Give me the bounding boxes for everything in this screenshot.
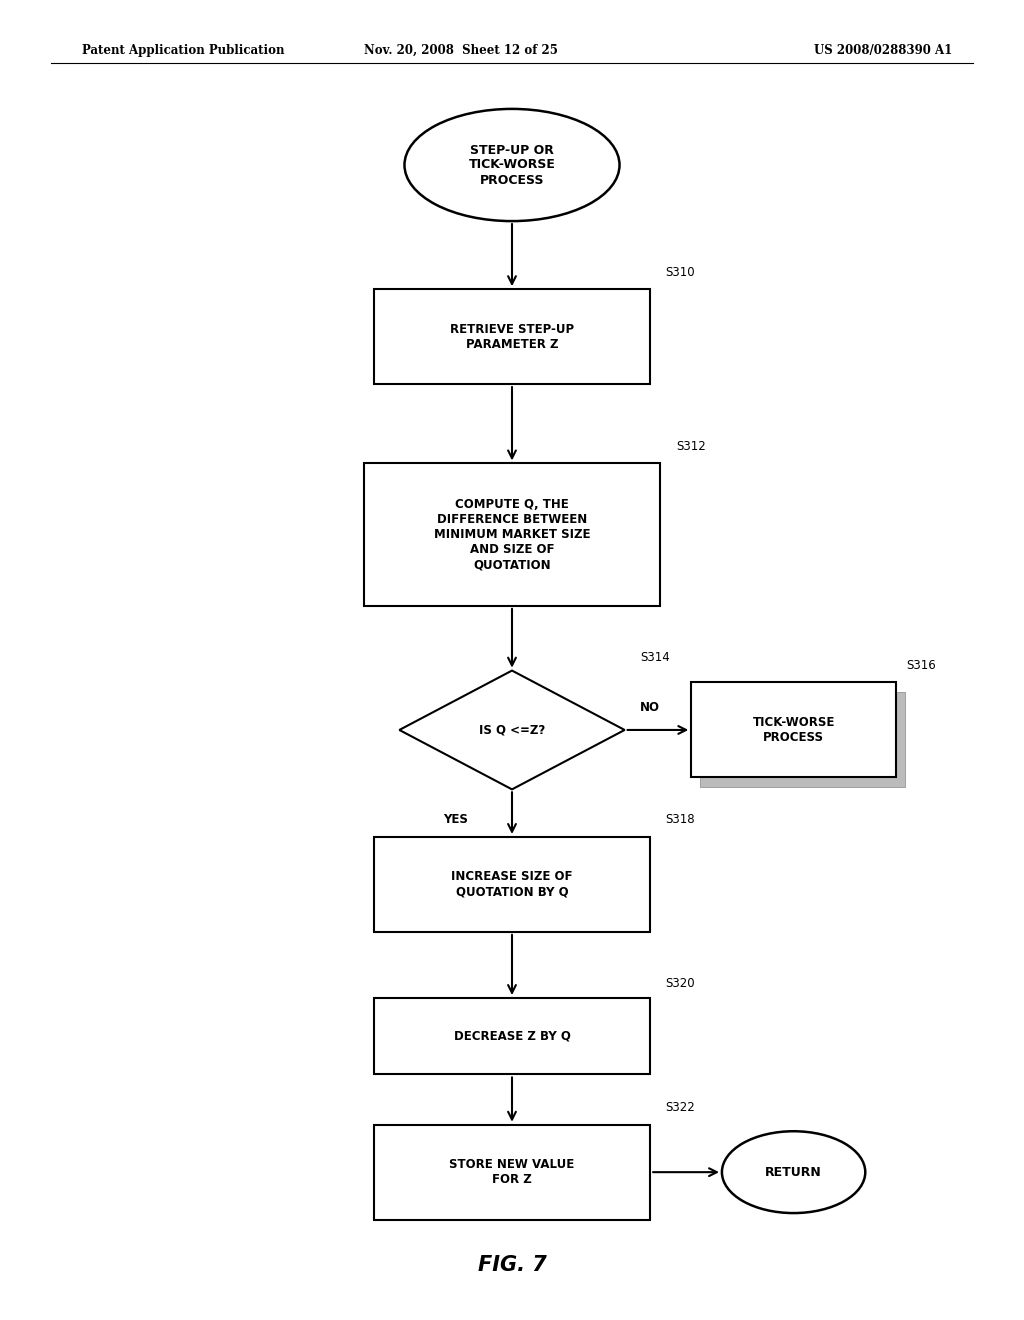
Text: S314: S314 <box>640 651 670 664</box>
Text: RETURN: RETURN <box>765 1166 822 1179</box>
Text: S310: S310 <box>666 265 695 279</box>
FancyBboxPatch shape <box>700 692 905 787</box>
Text: YES: YES <box>443 813 468 826</box>
Text: DECREASE Z BY Q: DECREASE Z BY Q <box>454 1030 570 1043</box>
Text: STORE NEW VALUE
FOR Z: STORE NEW VALUE FOR Z <box>450 1158 574 1187</box>
Text: S312: S312 <box>676 440 706 453</box>
FancyBboxPatch shape <box>364 463 660 606</box>
Text: TICK-WORSE
PROCESS: TICK-WORSE PROCESS <box>753 715 835 744</box>
FancyBboxPatch shape <box>374 289 650 384</box>
Text: Nov. 20, 2008  Sheet 12 of 25: Nov. 20, 2008 Sheet 12 of 25 <box>364 44 558 57</box>
FancyBboxPatch shape <box>374 998 650 1074</box>
Text: US 2008/0288390 A1: US 2008/0288390 A1 <box>814 44 952 57</box>
Text: INCREASE SIZE OF
QUOTATION BY Q: INCREASE SIZE OF QUOTATION BY Q <box>452 870 572 899</box>
Text: NO: NO <box>640 701 660 714</box>
FancyBboxPatch shape <box>374 837 650 932</box>
Text: IS Q <=Z?: IS Q <=Z? <box>479 723 545 737</box>
Text: S320: S320 <box>666 977 695 990</box>
Text: COMPUTE Q, THE
DIFFERENCE BETWEEN
MINIMUM MARKET SIZE
AND SIZE OF
QUOTATION: COMPUTE Q, THE DIFFERENCE BETWEEN MINIMU… <box>434 498 590 572</box>
Text: FIG. 7: FIG. 7 <box>477 1254 547 1275</box>
Text: S318: S318 <box>666 813 695 826</box>
Text: S322: S322 <box>666 1101 695 1114</box>
FancyBboxPatch shape <box>374 1125 650 1220</box>
FancyBboxPatch shape <box>691 682 896 777</box>
Text: STEP-UP OR
TICK-WORSE
PROCESS: STEP-UP OR TICK-WORSE PROCESS <box>469 144 555 186</box>
Text: RETRIEVE STEP-UP
PARAMETER Z: RETRIEVE STEP-UP PARAMETER Z <box>450 322 574 351</box>
Text: Patent Application Publication: Patent Application Publication <box>82 44 285 57</box>
Text: S316: S316 <box>906 659 936 672</box>
